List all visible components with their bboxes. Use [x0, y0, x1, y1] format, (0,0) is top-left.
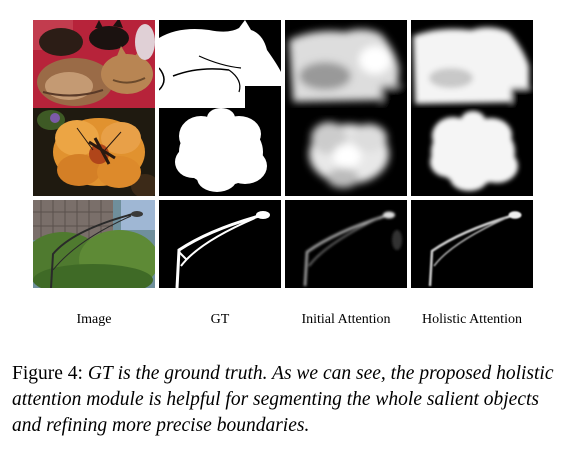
- column-label-image: Image: [76, 312, 112, 327]
- column-label-gt: GT: [210, 312, 230, 327]
- streetlight-photo: [33, 200, 155, 288]
- figure-number: Figure 4:: [12, 363, 83, 384]
- cats-gt-mask: [159, 20, 281, 108]
- flower-holistic-attention: [411, 108, 533, 196]
- figure-grid: [33, 20, 533, 288]
- cats-photo: [33, 20, 155, 108]
- flower-initial-attention: [285, 108, 407, 196]
- column-label-holistic-attention: Holistic Attention: [422, 312, 522, 327]
- flower-gt-mask: [159, 108, 281, 196]
- flower-photo: [33, 108, 155, 196]
- cats-holistic-attention: [411, 20, 533, 108]
- streetlight-initial-attention: [285, 200, 407, 288]
- column-label-initial-attention: Initial Attention: [301, 312, 391, 327]
- caption-text: is the ground truth. As we can see, the …: [12, 363, 554, 436]
- caption-gt-term: GT: [87, 363, 113, 384]
- streetlight-gt-mask: [159, 200, 281, 288]
- figure-caption: Figure 4: GT is the ground truth. As we …: [12, 361, 568, 439]
- cats-initial-attention: [285, 20, 407, 108]
- streetlight-holistic-attention: [411, 200, 533, 288]
